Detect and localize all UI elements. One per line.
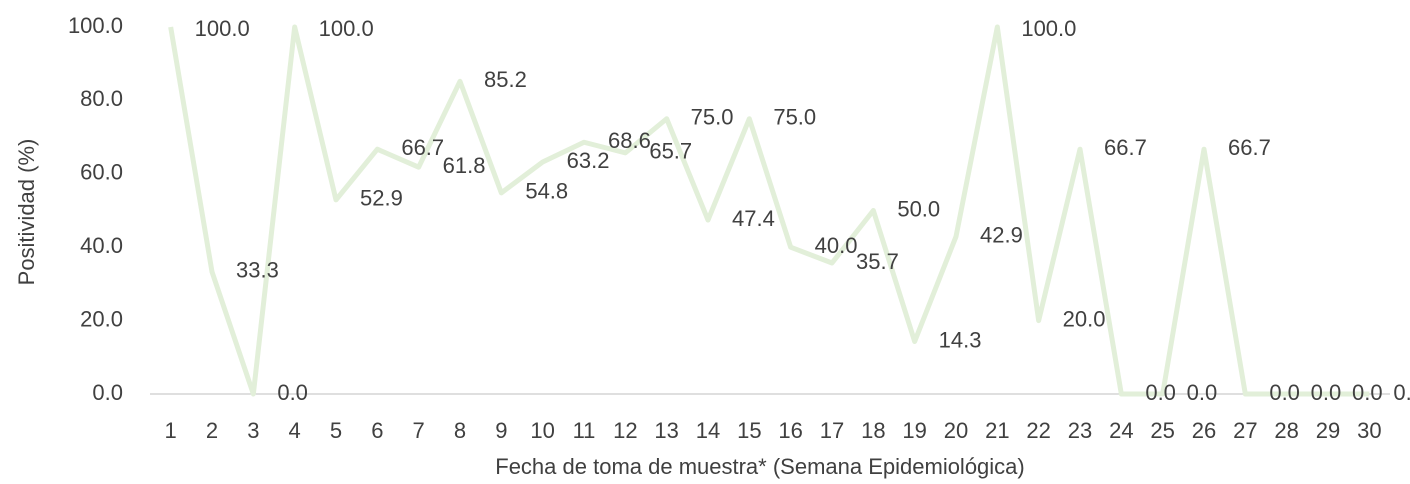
data-label: 100.0 [319, 16, 374, 41]
data-label: 0.0 [1352, 380, 1383, 405]
x-axis-title: Fecha de toma de muestra* (Semana Epidem… [495, 454, 1025, 479]
data-label: 100.0 [1021, 16, 1076, 41]
data-label: 0.0 [1393, 380, 1410, 405]
data-label: 65.7 [649, 139, 692, 164]
data-label: 66.7 [1228, 135, 1271, 160]
data-label: 75.0 [773, 105, 816, 130]
data-label: 66.7 [1104, 135, 1147, 160]
data-label: 40.0 [815, 233, 858, 258]
data-label: 0.0 [1187, 380, 1218, 405]
x-tick-label: 28 [1274, 418, 1298, 443]
x-tick-label: 8 [454, 418, 466, 443]
data-label: 66.7 [401, 135, 444, 160]
x-tick-label: 7 [413, 418, 425, 443]
y-tick-label: 100.0 [68, 13, 123, 38]
x-tick-label: 29 [1316, 418, 1340, 443]
x-tick-label: 12 [613, 418, 637, 443]
data-label: 0.0 [1145, 380, 1176, 405]
x-tick-label: 23 [1068, 418, 1092, 443]
data-label: 100.0 [195, 16, 250, 41]
x-tick-label: 14 [696, 418, 720, 443]
data-label: 63.2 [567, 148, 610, 173]
data-label: 35.7 [856, 249, 899, 274]
x-tick-label: 15 [737, 418, 761, 443]
x-tick-label: 17 [820, 418, 844, 443]
x-tick-label: 10 [530, 418, 554, 443]
data-label: 52.9 [360, 186, 403, 211]
x-tick-label: 19 [902, 418, 926, 443]
x-tick-label: 4 [289, 418, 301, 443]
data-line [168, 24, 1370, 397]
x-tick-label: 11 [573, 418, 596, 443]
x-tick-label: 20 [944, 418, 968, 443]
x-tick-label: 5 [330, 418, 342, 443]
data-label: 47.4 [732, 206, 775, 231]
y-tick-label: 60.0 [80, 160, 123, 185]
data-label: 42.9 [980, 222, 1023, 247]
data-label: 20.0 [1063, 306, 1106, 331]
x-tick-label: 9 [495, 418, 507, 443]
y-axis-title: Positividad (%) [14, 139, 39, 286]
data-label: 75.0 [691, 105, 734, 130]
data-label: 61.8 [443, 153, 486, 178]
x-tick-label: 16 [778, 418, 802, 443]
y-tick-label: 0.0 [92, 380, 123, 405]
x-tick-label: 25 [1150, 418, 1174, 443]
x-tick-label: 22 [1026, 418, 1050, 443]
data-label: 54.8 [525, 179, 568, 204]
x-tick-label: 18 [861, 418, 885, 443]
x-tick-label: 2 [206, 418, 218, 443]
y-tick-label: 80.0 [80, 86, 123, 111]
x-tick-label: 21 [985, 418, 1009, 443]
data-label: 0.0 [277, 380, 308, 405]
data-label: 0.0 [1311, 380, 1342, 405]
x-tick-label: 13 [654, 418, 678, 443]
data-label: 85.2 [484, 67, 527, 92]
x-tick-label: 1 [165, 418, 177, 443]
data-label: 14.3 [939, 327, 982, 352]
data-label: 50.0 [897, 196, 940, 221]
x-tick-label: 6 [371, 418, 383, 443]
x-tick-label: 30 [1357, 418, 1381, 443]
x-tick-label: 3 [247, 418, 259, 443]
x-tick-label: 26 [1192, 418, 1216, 443]
x-tick-label: 24 [1109, 418, 1133, 443]
data-label: 0.0 [1269, 380, 1300, 405]
x-tick-label: 27 [1233, 418, 1257, 443]
y-tick-label: 20.0 [80, 306, 123, 331]
y-tick-label: 40.0 [80, 233, 123, 258]
data-label: 33.3 [236, 258, 279, 283]
data-label: 68.6 [608, 128, 651, 153]
